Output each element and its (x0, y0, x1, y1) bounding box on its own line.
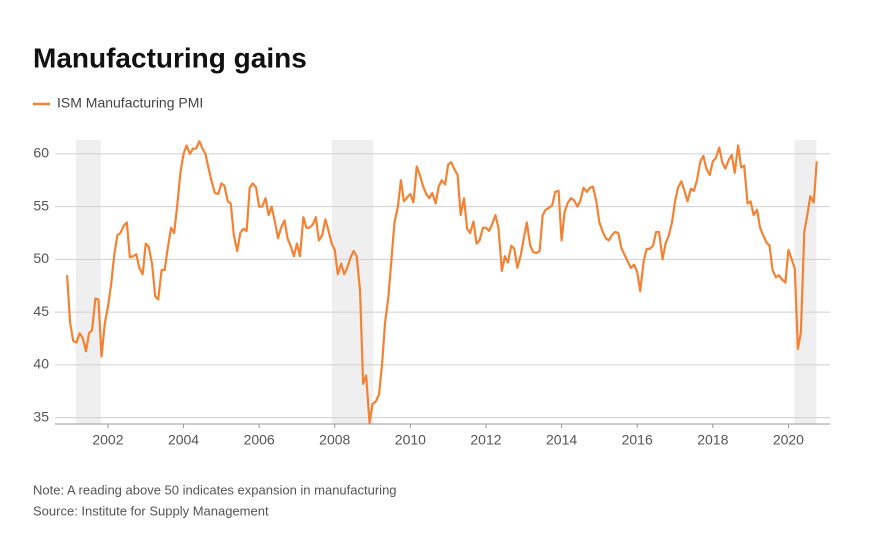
recession-band (794, 140, 817, 424)
x-tick-label: 2010 (395, 432, 426, 448)
x-tick-label: 2014 (546, 432, 577, 448)
y-tick-label: 35 (33, 408, 49, 424)
legend-label: ISM Manufacturing PMI (57, 95, 203, 111)
chart-title: Manufacturing gains (33, 42, 307, 73)
x-tick-label: 2018 (697, 432, 728, 448)
y-tick-label: 60 (33, 145, 49, 161)
recession-band (75, 140, 101, 424)
x-tick-label: 2006 (244, 432, 275, 448)
x-tick-label: 2012 (470, 432, 501, 448)
y-tick-label: 55 (33, 197, 49, 213)
x-tick-label: 2008 (319, 432, 350, 448)
x-tick-label: 2016 (622, 432, 653, 448)
source: Source: Institute for Supply Management (33, 503, 269, 518)
y-tick-label: 45 (33, 303, 49, 319)
x-tick-label: 2002 (92, 432, 123, 448)
x-tick-label: 2004 (168, 432, 199, 448)
x-tick-label: 2020 (773, 432, 804, 448)
y-tick-label: 50 (33, 250, 49, 266)
y-tick-label: 40 (33, 356, 49, 372)
note: Note: A reading above 50 indicates expan… (33, 482, 397, 497)
line (66, 140, 818, 425)
